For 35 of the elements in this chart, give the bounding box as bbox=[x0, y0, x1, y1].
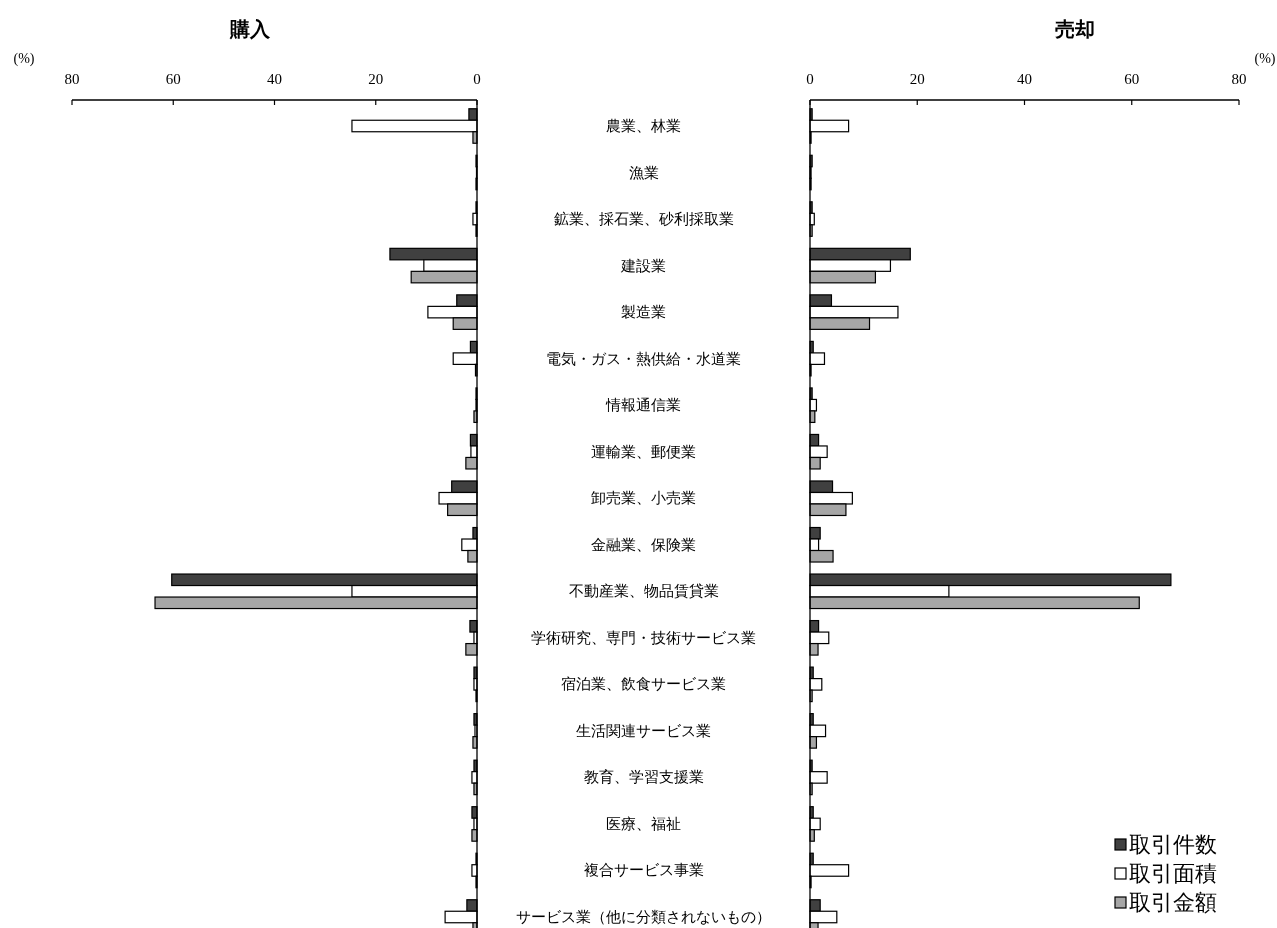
x-tick-label: 0 bbox=[473, 71, 481, 87]
x-tick-label: 60 bbox=[165, 71, 181, 87]
x-tick-label: 80 bbox=[64, 71, 80, 87]
y-tick-label: 生活関連サービス業 bbox=[576, 722, 711, 739]
y-tick-label: 複合サービス事業 bbox=[583, 862, 704, 879]
x-tick-label: 40 bbox=[1017, 71, 1032, 87]
x-axis-title: (%) bbox=[1254, 51, 1276, 67]
legend-label: 取引金額 bbox=[1129, 890, 1217, 915]
y-tick-label: サービス業（他に分類されないもの） bbox=[516, 909, 771, 925]
y-tick-label: 卸売業、小売業 bbox=[591, 490, 696, 507]
y-tick-label: 鉱業、採石業、砂利採取業 bbox=[553, 211, 734, 228]
y-tick-label: 学術研究、専門・技術サービス業 bbox=[531, 629, 756, 646]
x-tick-label: 0 bbox=[806, 71, 814, 87]
y-tick-label: 電気・ガス・熱供給・水道業 bbox=[546, 350, 741, 367]
y-tick-label: 宿泊業、飲食サービス業 bbox=[561, 676, 726, 693]
y-tick-label: 医療、福祉 bbox=[606, 815, 681, 832]
x-tick-label: 20 bbox=[909, 71, 925, 87]
x-axis-title: (%) bbox=[13, 51, 35, 67]
y-tick-label: 農業、林業 bbox=[606, 118, 681, 134]
y-tick-label: 漁業 bbox=[628, 164, 659, 181]
y-tick-label: 情報通信業 bbox=[605, 397, 681, 414]
y-tick-label: 運輸業、郵便業 bbox=[591, 443, 696, 460]
legend-label: 取引件数 bbox=[1129, 832, 1217, 857]
x-tick-label: 60 bbox=[1124, 71, 1140, 87]
y-tick-label: 教育、学習支援業 bbox=[583, 769, 704, 786]
y-tick-label: 建設業 bbox=[620, 257, 666, 274]
y-tick-label: 不動産業、物品賃貸業 bbox=[568, 583, 719, 600]
legend-label: 取引面積 bbox=[1129, 861, 1217, 886]
y-tick-label: 製造業 bbox=[621, 304, 666, 321]
x-tick-label: 80 bbox=[1231, 71, 1247, 87]
chart-title: 購入 bbox=[228, 17, 271, 41]
x-tick-label: 40 bbox=[267, 71, 282, 87]
y-tick-label: 金融業、保険業 bbox=[591, 536, 696, 553]
chart-title: 売却 bbox=[1054, 17, 1095, 41]
x-tick-label: 20 bbox=[368, 71, 384, 87]
